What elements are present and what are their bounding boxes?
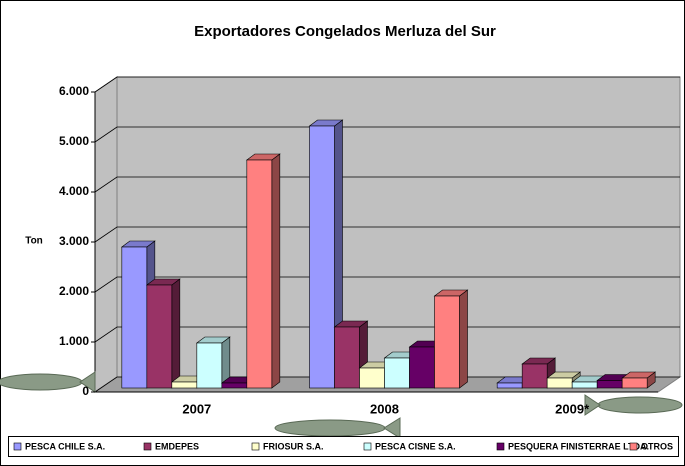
x-tick-label: 2007 xyxy=(182,401,211,416)
x-tick-label: 2008 xyxy=(370,401,399,416)
legend-label: EMDEPES xyxy=(155,441,199,451)
bar xyxy=(497,383,522,388)
bar xyxy=(522,364,547,388)
y-tick-label: 6.000 xyxy=(59,84,89,98)
bar xyxy=(222,383,247,388)
y-tick-label: 0 xyxy=(82,384,89,398)
x-tick-label: 2009* xyxy=(555,401,590,416)
bar xyxy=(572,382,597,388)
legend-swatch xyxy=(252,443,259,450)
legend-label: OTROS xyxy=(641,441,673,451)
bar xyxy=(310,126,335,388)
bar xyxy=(197,343,222,388)
bar xyxy=(597,381,622,389)
chart: Exportadores Congelados Merluza del Sur … xyxy=(0,0,685,466)
bar xyxy=(247,160,272,388)
bar xyxy=(385,358,410,388)
legend-swatch xyxy=(630,443,637,450)
bar xyxy=(547,378,572,388)
bar xyxy=(435,296,460,388)
legend-label: PESQUERA FINISTERRAE LTDA. xyxy=(508,441,649,451)
bar-side xyxy=(172,279,180,388)
legend-swatch xyxy=(14,443,21,450)
legend-label: PESCA CISNE S.A. xyxy=(375,441,456,451)
y-tick-label: 5.000 xyxy=(59,134,89,148)
bar xyxy=(172,382,197,388)
y-tick-label: 4.000 xyxy=(59,184,89,198)
bar xyxy=(360,368,385,388)
y-axis-label: Ton xyxy=(25,236,43,247)
bar xyxy=(410,347,435,388)
legend-swatch xyxy=(497,443,504,450)
legend-swatch xyxy=(364,443,371,450)
y-tick-label: 3.000 xyxy=(59,234,89,248)
y-tick-label: 2.000 xyxy=(59,284,89,298)
bar xyxy=(122,247,147,388)
chart-title: Exportadores Congelados Merluza del Sur xyxy=(194,23,496,40)
bar xyxy=(335,327,360,388)
legend-label: FRIOSUR S.A. xyxy=(263,441,324,451)
legend-label: PESCA CHILE S.A. xyxy=(25,441,105,451)
bar xyxy=(622,378,647,388)
bar xyxy=(147,285,172,388)
y-tick-label: 1.000 xyxy=(59,334,89,348)
bar-side xyxy=(460,290,468,388)
legend-swatch xyxy=(144,443,151,450)
bar-side xyxy=(272,154,280,388)
